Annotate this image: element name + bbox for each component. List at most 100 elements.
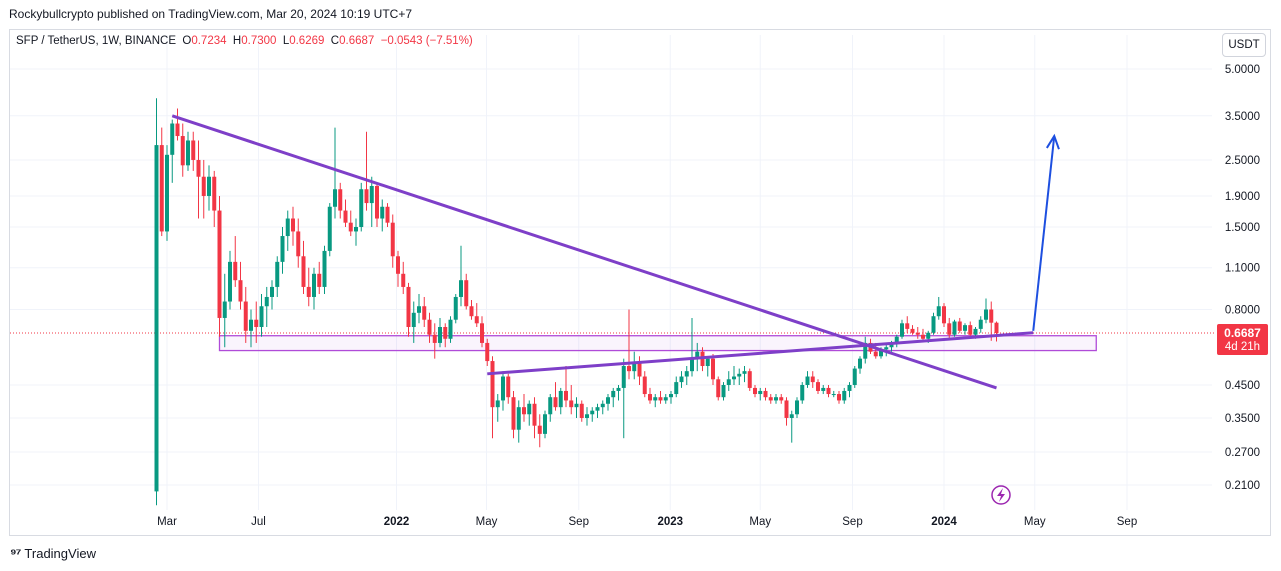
candle-body: [196, 159, 201, 177]
candle-body: [758, 390, 763, 395]
candle-body: [564, 390, 568, 401]
candle-body: [170, 123, 175, 155]
candle-body: [600, 403, 605, 408]
price-tick-label: 5.0000: [1225, 64, 1260, 76]
candle-body: [448, 319, 453, 339]
candle-body: [243, 301, 248, 331]
candles-layer: [154, 98, 999, 506]
candle-body: [558, 390, 563, 408]
candle-body: [579, 403, 584, 418]
candle-body: [910, 328, 915, 333]
candle-body: [973, 328, 978, 335]
candle-body: [957, 321, 962, 331]
candle-body: [201, 176, 206, 196]
candle-body: [726, 379, 731, 385]
time-tick-label: Sep: [842, 516, 862, 528]
price-tick-label: 0.2100: [1225, 480, 1260, 492]
candle-body: [900, 323, 904, 337]
candle-body: [495, 400, 500, 408]
candle-body: [385, 206, 390, 223]
candle-body: [947, 323, 952, 335]
candle-body: [506, 376, 511, 398]
trendlines-layer: [171, 114, 1060, 390]
candle-body: [417, 306, 421, 313]
chart-frame: [9, 29, 1271, 536]
candle-body: [532, 403, 537, 426]
time-tick-label: Mar: [157, 516, 177, 528]
candle-body: [354, 226, 358, 232]
candle-body: [679, 376, 684, 383]
projection-arrow-shaft: [1032, 135, 1056, 331]
candle-body: [401, 273, 406, 287]
candle-body: [616, 387, 621, 391]
time-tick-label: 2022: [384, 516, 410, 528]
candle-body: [774, 397, 778, 401]
candle-body: [285, 218, 290, 237]
candle-body: [648, 394, 652, 401]
candle-body: [516, 407, 521, 430]
candle-body: [464, 280, 469, 307]
candle-body: [264, 296, 269, 307]
candle-body: [810, 376, 815, 383]
price-tick-label: 0.3500: [1225, 413, 1260, 425]
candle-body: [837, 394, 841, 401]
time-tick-label: May: [1024, 516, 1046, 528]
candle-body: [333, 189, 337, 207]
currency-button[interactable]: USDT: [1222, 33, 1266, 57]
projection-arrow-head: [1045, 133, 1060, 150]
candle-body: [763, 390, 768, 398]
candle-body: [359, 189, 364, 227]
candle-body: [527, 403, 532, 415]
candle-body: [275, 261, 280, 287]
candle-body: [994, 322, 999, 334]
close-label: C: [330, 35, 340, 47]
candle-body: [191, 140, 196, 160]
support-zone-layer: [10, 332, 1216, 352]
price-tick-label: 1.9000: [1225, 191, 1260, 203]
price-tick-label: 0.8000: [1225, 304, 1260, 316]
candle-body: [705, 358, 710, 367]
chart-grid: [10, 35, 1212, 510]
candle-body: [879, 349, 883, 357]
candle-body: [574, 403, 579, 408]
candle-body: [522, 407, 526, 415]
candle-body: [369, 186, 374, 204]
ascending-trendline: [487, 331, 1034, 376]
price-tick-label: 3.5000: [1225, 111, 1260, 123]
descending-trendline: [171, 114, 997, 390]
candle-body: [942, 306, 946, 324]
open-label: O: [182, 35, 192, 47]
bar-countdown: 4d 21h: [1224, 341, 1261, 353]
candle-body: [963, 325, 967, 331]
tradingview-brand[interactable]: ⁹⁷ TradingView: [10, 545, 96, 561]
candle-body: [669, 394, 673, 398]
candle-body: [826, 387, 831, 395]
last-price-value: 0.6687: [1224, 326, 1261, 340]
candle-body: [327, 206, 332, 251]
candle-body: [259, 306, 264, 328]
change-value: −0.0543 (−7.51%): [380, 35, 473, 47]
candle-body: [375, 186, 379, 219]
time-tick-label: 2024: [931, 516, 957, 528]
candle-body: [406, 286, 411, 328]
candle-body: [789, 414, 794, 418]
candle-body: [180, 136, 185, 166]
time-tick-label: May: [749, 516, 771, 528]
candle-body: [632, 363, 637, 372]
candle-body: [805, 376, 810, 385]
candle-body: [422, 306, 427, 320]
lightning-icon: [997, 488, 1005, 502]
chart-extras: [991, 485, 1011, 505]
candle-body: [432, 334, 437, 343]
brand-label: TradingView: [24, 545, 96, 561]
time-tick-label: May: [476, 516, 498, 528]
candle-body: [721, 384, 726, 398]
candle-body: [459, 280, 463, 297]
candle-body: [348, 222, 353, 232]
candle-body: [280, 236, 285, 262]
candle-body: [543, 414, 547, 434]
tradingview-logo-icon: ⁹⁷: [10, 545, 21, 561]
candle-body: [921, 334, 925, 339]
candle-body: [753, 387, 757, 395]
